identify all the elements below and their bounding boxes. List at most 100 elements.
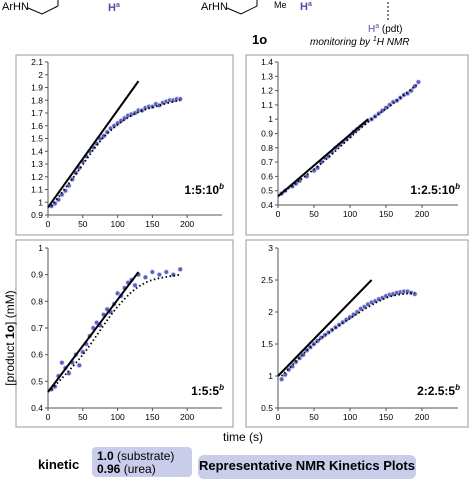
data-point <box>114 290 121 297</box>
trend-curve <box>281 82 419 195</box>
data-point <box>149 269 156 275</box>
x-tick-label: 50 <box>78 412 88 422</box>
initial-rate-line <box>47 271 140 393</box>
ratio-label: 1:5:5b <box>191 383 224 398</box>
y-tick-label: 1.7 <box>31 108 43 118</box>
data-point <box>289 363 296 370</box>
initial-rate-line <box>277 279 373 377</box>
data-point <box>314 165 321 171</box>
data-point <box>163 269 170 275</box>
x-tick-label: 150 <box>379 412 393 422</box>
y-tick-label: 2 <box>268 307 273 317</box>
data-point <box>325 329 332 336</box>
reaction-scheme: ArHN Ha ArHN Me Ha 1o Ha (pdt) monitorin… <box>2 0 410 48</box>
data-point <box>340 319 346 325</box>
y-tick-label: 1.4 <box>261 57 273 67</box>
panel-frame-2 <box>245 54 469 236</box>
order-urea: 0.96 (urea) <box>97 462 156 476</box>
y-tick-label: 1.2 <box>31 172 43 182</box>
trend-curve <box>50 99 181 207</box>
data-point <box>66 182 72 189</box>
y-tick-label: 0.4 <box>31 403 43 413</box>
data-point <box>104 129 110 135</box>
y-tick-label: 1.3 <box>261 71 273 81</box>
y-tick-label: 0.7 <box>31 323 43 333</box>
y-tick-label: 1 <box>38 197 43 207</box>
data-point <box>311 341 317 347</box>
kinetic-order-box: 1.0 (substrate) 0.96 (urea) <box>92 447 192 477</box>
data-point <box>76 362 83 369</box>
y-tick-label: 0.9 <box>31 210 43 220</box>
y-tick-label: 1 <box>268 371 273 381</box>
order-substrate: 1.0 (substrate) <box>97 449 175 463</box>
y-tick-label: 0.9 <box>261 129 273 139</box>
y-tick-label: 0.5 <box>31 376 43 386</box>
scheme-right-h: Ha <box>300 1 312 13</box>
x-tick-label: 50 <box>78 219 88 229</box>
panel-frame-4 <box>245 239 469 428</box>
panel-frame-3 <box>15 239 234 428</box>
y-tick-label: 1.8 <box>31 95 43 105</box>
initial-rate-line <box>47 80 140 208</box>
x-axis-title: time (s) <box>223 430 263 444</box>
x-tick-label: 100 <box>343 412 357 422</box>
x-tick-label: 0 <box>276 209 281 219</box>
data-point <box>156 271 163 278</box>
data-point <box>177 266 183 273</box>
y-tick-label: 1.5 <box>261 339 273 349</box>
monitoring-note: monitoring by 1H NMR <box>310 36 410 48</box>
scheme-right-bonds <box>226 0 258 15</box>
y-tick-label: 1 <box>268 114 273 124</box>
data-point <box>94 319 100 326</box>
initial-rate-line <box>277 118 369 198</box>
data-point <box>278 376 285 382</box>
x-tick-label: 100 <box>343 209 357 219</box>
y-tick-label: 1.1 <box>31 185 43 195</box>
y-tick-label: 0.4 <box>261 200 273 210</box>
x-tick-label: 100 <box>111 219 125 229</box>
y-tick-label: 1.2 <box>261 86 273 96</box>
data-point <box>55 196 62 203</box>
scheme-left-h: Ha <box>108 2 120 14</box>
y-tick-label: 1 <box>38 243 43 253</box>
y-tick-label: 0.5 <box>261 403 273 413</box>
x-tick-label: 0 <box>46 412 51 422</box>
kinetics-panel-3: 0.4 0.5 0.6 0.7 0.8 0.9 1 0 50 100 150 200 1:5:5b <box>31 243 224 422</box>
x-tick-label: 150 <box>379 209 393 219</box>
x-tick-label: 50 <box>309 209 319 219</box>
x-tick-label: 200 <box>180 412 194 422</box>
y-tick-label: 1.9 <box>31 83 43 93</box>
kinetics-panel-2: 0.4 0.5 0.6 0.7 0.8 0.9 1 1.1 1.2 1.3 1.4 0 50 100 150… <box>261 57 460 219</box>
ratio-label: 1:5:10b <box>184 182 224 197</box>
x-tick-label: 200 <box>415 209 429 219</box>
compound-label: 1o <box>252 32 267 47</box>
x-tick-label: 200 <box>415 412 429 422</box>
y-tick-label: 3 <box>268 243 273 253</box>
panel-frame-1 <box>15 54 234 236</box>
data-point <box>415 79 422 85</box>
y-tick-label: 0.7 <box>261 157 273 167</box>
x-tick-label: 150 <box>145 219 159 229</box>
y-tick-label: 0.6 <box>31 350 43 360</box>
y-tick-label: 0.6 <box>261 171 273 181</box>
y-tick-label: 1.4 <box>31 146 43 156</box>
ratio-label: 2:2.5:5b <box>417 383 460 398</box>
y-tick-label: 1.5 <box>31 134 43 144</box>
kinetics-panel-1: 0.9 1 1.1 1.2 1.3 1.4 1.5 1.6 1.7 1.8 1.9 2 2.1 0 50 10… <box>31 57 224 229</box>
y-tick-label: 0.9 <box>31 270 43 280</box>
y-tick-label: 1.1 <box>261 100 273 110</box>
data-point <box>177 96 183 102</box>
x-tick-label: 0 <box>276 412 281 422</box>
y-tick-label: 2.1 <box>31 57 43 67</box>
kinetic-label: kinetic <box>38 457 80 472</box>
data-point <box>52 200 58 207</box>
x-tick-label: 50 <box>309 412 319 422</box>
ratio-label: 1:2.5:10b <box>410 182 460 197</box>
data-point <box>142 274 149 281</box>
y-tick-label: 0.8 <box>31 296 43 306</box>
y-tick-label: 0.8 <box>261 143 273 153</box>
y-tick-label: 1.3 <box>31 159 43 169</box>
scheme-left-group: ArHN <box>2 1 29 13</box>
y-tick-label: 2.5 <box>261 275 273 285</box>
